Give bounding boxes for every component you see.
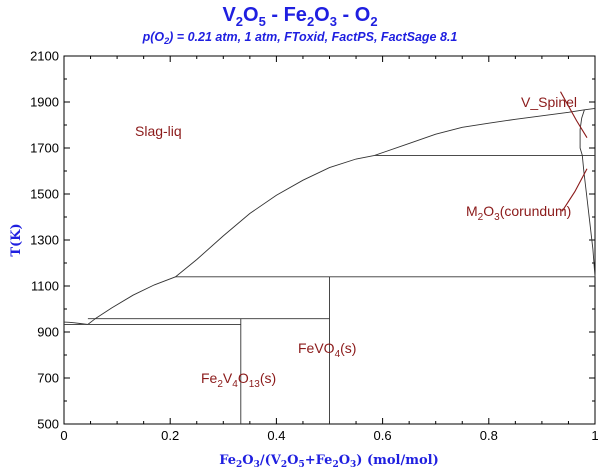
region-label-slag-liq: Slag-liq (135, 123, 182, 139)
y-tick-label: 2100 (30, 49, 59, 64)
x-tick-label: 0.4 (267, 428, 285, 443)
y-tick-label: 500 (37, 417, 59, 432)
y-axis-label: T(K) (9, 223, 24, 256)
boundary-liquidus-left (63, 321, 88, 325)
x-tick-label: 0.8 (480, 428, 498, 443)
y-tick-labels: 500 700 900 1100 1300 1500 1700 1900 2100 (30, 49, 59, 432)
boundary-spinel-solvus (579, 109, 585, 156)
region-label-fe2v4o13: Fe2V4O13(s) (201, 370, 276, 390)
y-tick-label: 1900 (30, 95, 59, 110)
x-tick-label: 0.6 (374, 428, 392, 443)
y-tick-label: 900 (37, 325, 59, 340)
chart-subtitle: p(O2) = 0.21 atm, 1 atm, FToxid, FactPS,… (142, 30, 458, 46)
y-tick-label: 700 (37, 371, 59, 386)
y-tick-label: 1500 (30, 187, 59, 202)
y-tick-label: 1100 (31, 279, 59, 294)
region-label-fevo4: FeVO4(s) (298, 340, 356, 360)
axis-ticks (63, 55, 596, 425)
x-tick-label: 0 (60, 428, 67, 443)
phase-boundaries (63, 107, 596, 424)
x-tick-label: 1 (591, 428, 598, 443)
chart-title: V2O5 - Fe2O3 - O2 (222, 4, 377, 29)
leader-corundum-leader (561, 168, 588, 212)
region-label-m2o3-corundum: M2O3(corundum) (466, 203, 571, 223)
y-tick-label: 1300 (30, 233, 59, 248)
region-label-v-spinel: V_Spinel (521, 94, 577, 110)
leader-spinel-leader (560, 91, 588, 138)
x-axis-label: Fe2O3/(V2O5+Fe2O3) (mol/mol) (219, 453, 439, 470)
label-leader-lines (560, 91, 588, 212)
boundary-liquidus-main (87, 107, 596, 325)
boundary-corundum-solvus (581, 155, 596, 277)
x-tick-label: 0.2 (161, 428, 179, 443)
x-tick-labels: 0 0.2 0.4 0.6 0.8 1 (60, 428, 598, 443)
y-tick-label: 1700 (30, 141, 59, 156)
